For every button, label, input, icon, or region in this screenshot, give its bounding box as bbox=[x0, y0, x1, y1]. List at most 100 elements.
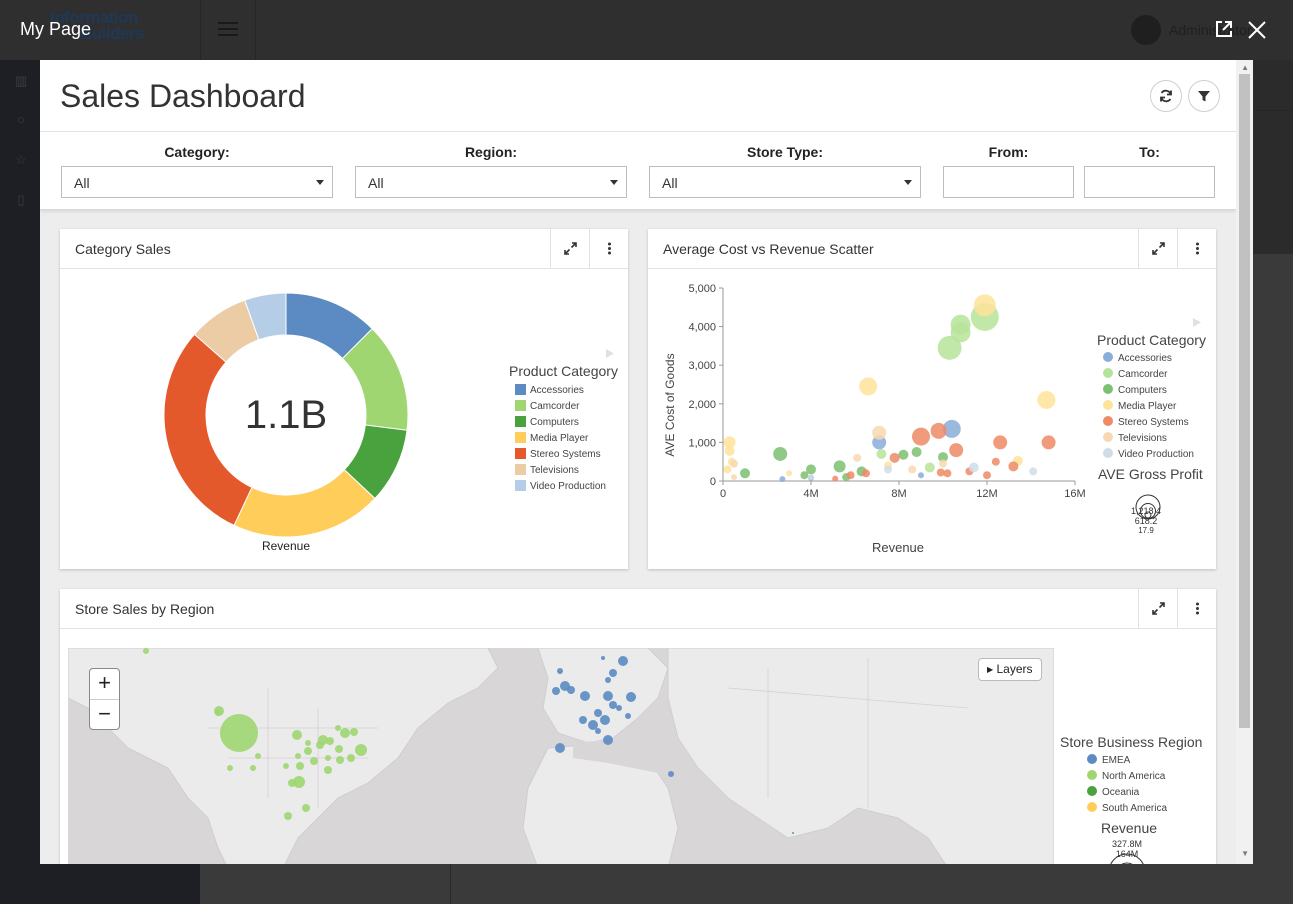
map-bubble[interactable] bbox=[310, 757, 318, 765]
legend-item-camcorder[interactable]: Camcorder bbox=[515, 399, 618, 415]
map-bubble[interactable] bbox=[347, 754, 355, 762]
map-bubble[interactable] bbox=[600, 715, 610, 725]
legend-item-emea[interactable]: EMEA bbox=[1087, 753, 1202, 769]
map-bubble[interactable] bbox=[340, 728, 350, 738]
map-bubble[interactable] bbox=[560, 681, 570, 691]
scatter-point-stereo-systems[interactable] bbox=[1041, 435, 1056, 450]
scatter-point-accessories[interactable] bbox=[872, 435, 887, 450]
legend-item-televisions[interactable]: Televisions bbox=[515, 463, 618, 479]
scatter-point-media-player[interactable] bbox=[724, 445, 735, 456]
legend-item-camcorder[interactable]: Camcorder bbox=[1103, 367, 1206, 383]
zoom-out-button[interactable]: − bbox=[98, 701, 111, 726]
map-bubble[interactable] bbox=[295, 753, 301, 759]
scatter-point-stereo-systems[interactable] bbox=[991, 457, 1000, 466]
map-bubble[interactable] bbox=[325, 755, 331, 761]
scatter-point-stereo-systems[interactable] bbox=[930, 422, 947, 439]
map-bubble[interactable] bbox=[292, 730, 302, 740]
more-options-button[interactable] bbox=[589, 229, 628, 268]
scatter-point-televisions[interactable] bbox=[730, 459, 738, 468]
scatter-point-stereo-systems[interactable] bbox=[943, 469, 952, 478]
scatter-point-camcorder[interactable] bbox=[937, 335, 962, 360]
map-bubble[interactable] bbox=[296, 762, 304, 770]
scatter-point-media-player[interactable] bbox=[723, 465, 732, 474]
scatter-point-televisions[interactable] bbox=[731, 474, 737, 481]
map-bubble[interactable] bbox=[552, 687, 560, 695]
zoom-in-button[interactable]: + bbox=[98, 670, 111, 695]
scatter-point-video-production[interactable] bbox=[968, 462, 979, 473]
scatter-point-computers[interactable] bbox=[938, 452, 948, 463]
legend-item-media-player[interactable]: Media Player bbox=[515, 431, 618, 447]
scatter-point-stereo-systems[interactable] bbox=[936, 468, 945, 477]
map-bubble[interactable] bbox=[335, 745, 343, 753]
legend-item-oceania[interactable]: Oceania bbox=[1087, 785, 1202, 801]
expand-button[interactable] bbox=[550, 229, 589, 268]
legend-item-media-player[interactable]: Media Player bbox=[1103, 399, 1206, 415]
scatter-point-computers[interactable] bbox=[800, 471, 809, 480]
scatter-point-accessories[interactable] bbox=[942, 419, 961, 438]
scatter-point-stereo-systems[interactable] bbox=[889, 452, 900, 463]
legend-item-south-america[interactable]: South America bbox=[1087, 801, 1202, 817]
legend-item-stereo-systems[interactable]: Stereo Systems bbox=[515, 447, 618, 463]
scatter-point-accessories[interactable] bbox=[779, 476, 786, 483]
donut-slice-media-player[interactable] bbox=[233, 469, 376, 538]
map-bubble[interactable] bbox=[355, 744, 367, 756]
scatter-point-stereo-systems[interactable] bbox=[949, 443, 964, 458]
scatter-point-stereo-systems[interactable] bbox=[862, 469, 870, 478]
map-bubble[interactable] bbox=[143, 648, 149, 654]
legend-scroll-arrow-icon[interactable] bbox=[606, 349, 614, 358]
scatter-point-video-production[interactable] bbox=[884, 465, 892, 474]
map-bubble[interactable] bbox=[227, 765, 233, 771]
map-bubble[interactable] bbox=[555, 743, 565, 753]
filter-button[interactable] bbox=[1188, 80, 1220, 112]
scatter-point-video-production[interactable] bbox=[808, 474, 814, 481]
map-bubble[interactable] bbox=[588, 720, 598, 730]
scatter-point-computers[interactable] bbox=[833, 460, 846, 473]
map-bubble[interactable] bbox=[326, 737, 334, 745]
legend-item-stereo-systems[interactable]: Stereo Systems bbox=[1103, 415, 1206, 431]
map-bubble[interactable] bbox=[594, 709, 602, 717]
map-bubble[interactable] bbox=[293, 776, 305, 788]
map-bubble[interactable] bbox=[616, 705, 622, 711]
map-bubble[interactable] bbox=[284, 812, 292, 820]
map-bubble[interactable] bbox=[625, 713, 631, 719]
layers-button[interactable]: ▶ Layers bbox=[978, 658, 1042, 681]
map-bubble[interactable] bbox=[304, 747, 312, 755]
to-date-input[interactable] bbox=[1084, 166, 1215, 198]
legend-scroll-arrow-icon[interactable] bbox=[1193, 318, 1201, 327]
scatter-point-stereo-systems[interactable] bbox=[832, 475, 839, 482]
map-bubble[interactable] bbox=[626, 692, 636, 702]
scatter-point-computers[interactable] bbox=[806, 464, 816, 475]
legend-item-video-production[interactable]: Video Production bbox=[1103, 447, 1206, 463]
open-external-icon[interactable] bbox=[1215, 20, 1235, 40]
expand-button[interactable] bbox=[1138, 589, 1177, 628]
scatter-point-televisions[interactable] bbox=[939, 459, 947, 468]
map-bubble[interactable] bbox=[302, 804, 310, 812]
scatter-point-stereo-systems[interactable] bbox=[846, 471, 855, 480]
scatter-point-media-player[interactable] bbox=[973, 294, 996, 317]
map-bubble[interactable] bbox=[601, 656, 605, 660]
scroll-down-icon[interactable]: ▼ bbox=[1241, 849, 1249, 858]
more-options-button[interactable] bbox=[1177, 589, 1216, 628]
donut-slice-video-production[interactable] bbox=[244, 292, 287, 341]
scatter-point-stereo-systems[interactable] bbox=[983, 471, 991, 480]
map-bubble[interactable] bbox=[792, 832, 794, 834]
scatter-point-computers[interactable] bbox=[911, 447, 922, 458]
store-type-select[interactable]: All bbox=[649, 166, 921, 198]
from-date-input[interactable] bbox=[943, 166, 1074, 198]
scroll-up-icon[interactable]: ▲ bbox=[1241, 63, 1249, 72]
map-bubble[interactable] bbox=[283, 763, 289, 769]
region-select[interactable]: All bbox=[355, 166, 627, 198]
map-bubble[interactable] bbox=[350, 728, 358, 736]
map-bubble[interactable] bbox=[618, 656, 628, 666]
legend-item-accessories[interactable]: Accessories bbox=[1103, 351, 1206, 367]
map-bubble[interactable] bbox=[250, 765, 256, 771]
scrollbar[interactable]: ▲ ▼ bbox=[1236, 60, 1253, 864]
map-bubble[interactable] bbox=[316, 741, 324, 749]
legend-item-video-production[interactable]: Video Production bbox=[515, 479, 618, 495]
scatter-point-camcorder[interactable] bbox=[876, 448, 887, 459]
category-select[interactable]: All bbox=[61, 166, 333, 198]
map-bubble[interactable] bbox=[579, 716, 587, 724]
refresh-button[interactable] bbox=[1150, 80, 1182, 112]
scatter-point-media-player[interactable] bbox=[859, 377, 878, 396]
scatter-point-computers[interactable] bbox=[898, 449, 909, 460]
